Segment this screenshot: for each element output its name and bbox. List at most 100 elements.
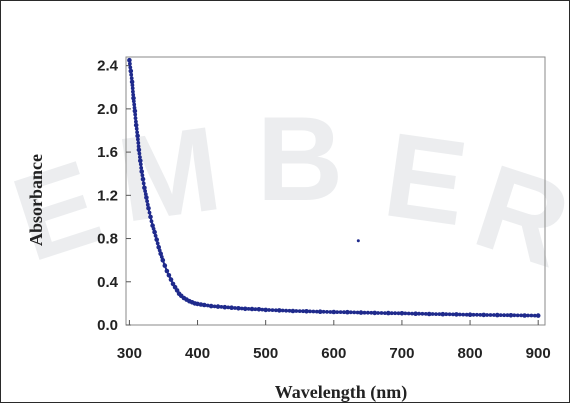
data-marker [406,311,411,316]
data-marker [260,307,265,312]
data-marker [151,226,156,231]
data-marker [136,137,140,142]
data-point [454,312,459,317]
data-point [132,108,138,114]
data-point [202,302,207,308]
data-marker [355,310,360,315]
data-marker [328,310,333,314]
data-point [277,308,282,313]
data-marker [205,303,210,308]
data-point [195,301,200,307]
data-point [215,304,221,309]
data-point [229,305,234,311]
data-marker [451,312,455,317]
watermark-letter: E [377,107,475,251]
data-marker [219,305,224,309]
data-point [152,229,157,235]
data-marker [284,308,288,313]
data-point [135,133,140,139]
y-tick-label: 1.2 [97,187,118,204]
data-point [198,302,204,307]
data-marker [366,310,370,315]
data-marker [267,308,271,312]
data-point [174,288,180,293]
data-marker [274,308,278,313]
data-marker [143,189,148,193]
data-marker [297,309,302,313]
data-marker [475,312,479,317]
data-marker [129,72,134,77]
data-marker [420,311,425,316]
data-point [158,251,163,256]
data-marker [461,312,466,317]
data-marker [131,89,135,94]
data-point [154,237,159,242]
watermark: EM B ER [0,92,570,293]
data-marker [308,309,312,314]
data-marker [437,312,442,316]
y-axis: 0.0 0.4 0.8 1.2 1.6 2.0 2.4 [97,58,131,334]
data-marker [335,310,340,314]
data-point [304,309,309,314]
data-marker [512,313,517,318]
data-marker [130,86,135,91]
data-marker [253,307,258,312]
x-tick-label: 900 [526,345,551,362]
data-marker [153,233,158,238]
data-marker [444,312,449,317]
data-marker [159,255,164,259]
data-marker [133,112,138,117]
data-point [249,306,255,312]
data-marker [134,119,138,124]
data-point [208,303,214,309]
data-point [138,158,143,163]
data-point [290,308,296,314]
data-marker [145,199,150,204]
plot-area [125,56,546,326]
data-point [386,310,391,316]
data-point [358,310,364,315]
data-point [164,268,170,274]
data-marker [239,306,244,311]
data-marker [478,313,483,317]
watermark-letter: R [461,139,570,293]
y-tick-label: 0.8 [97,231,118,248]
data-point [236,306,241,311]
data-marker [485,313,489,317]
data-point [426,311,432,317]
data-marker [138,155,142,160]
data-point [133,122,139,128]
annotation-points [356,239,360,243]
data-marker [529,313,534,318]
data-marker [280,308,285,313]
data-marker [157,248,162,253]
data-marker [348,310,353,315]
x-tick-label: 400 [185,345,210,362]
y-tick-label: 1.6 [97,144,118,161]
data-marker [137,151,142,156]
data-marker [376,311,380,315]
data-marker [246,307,251,311]
data-marker [139,166,144,170]
data-marker [136,141,141,145]
data-point [144,195,149,200]
x-tick-label: 800 [458,345,483,362]
data-point [440,311,446,317]
data-point [142,185,147,191]
data-marker [362,310,367,315]
x-tick-label: 500 [253,345,278,362]
data-marker [138,162,143,167]
data-point [345,309,350,315]
y-tick-label: 0.4 [97,274,119,291]
data-marker [301,309,305,314]
data-marker [140,173,145,178]
data-point [263,307,269,313]
data-marker [379,311,384,315]
data-point [242,306,248,312]
data-marker [135,130,140,135]
data-marker [396,311,401,316]
data-point [495,312,500,318]
data-marker [352,310,357,315]
x-axis: 300 400 500 600 700 800 900 [117,320,551,362]
data-marker [515,313,520,318]
